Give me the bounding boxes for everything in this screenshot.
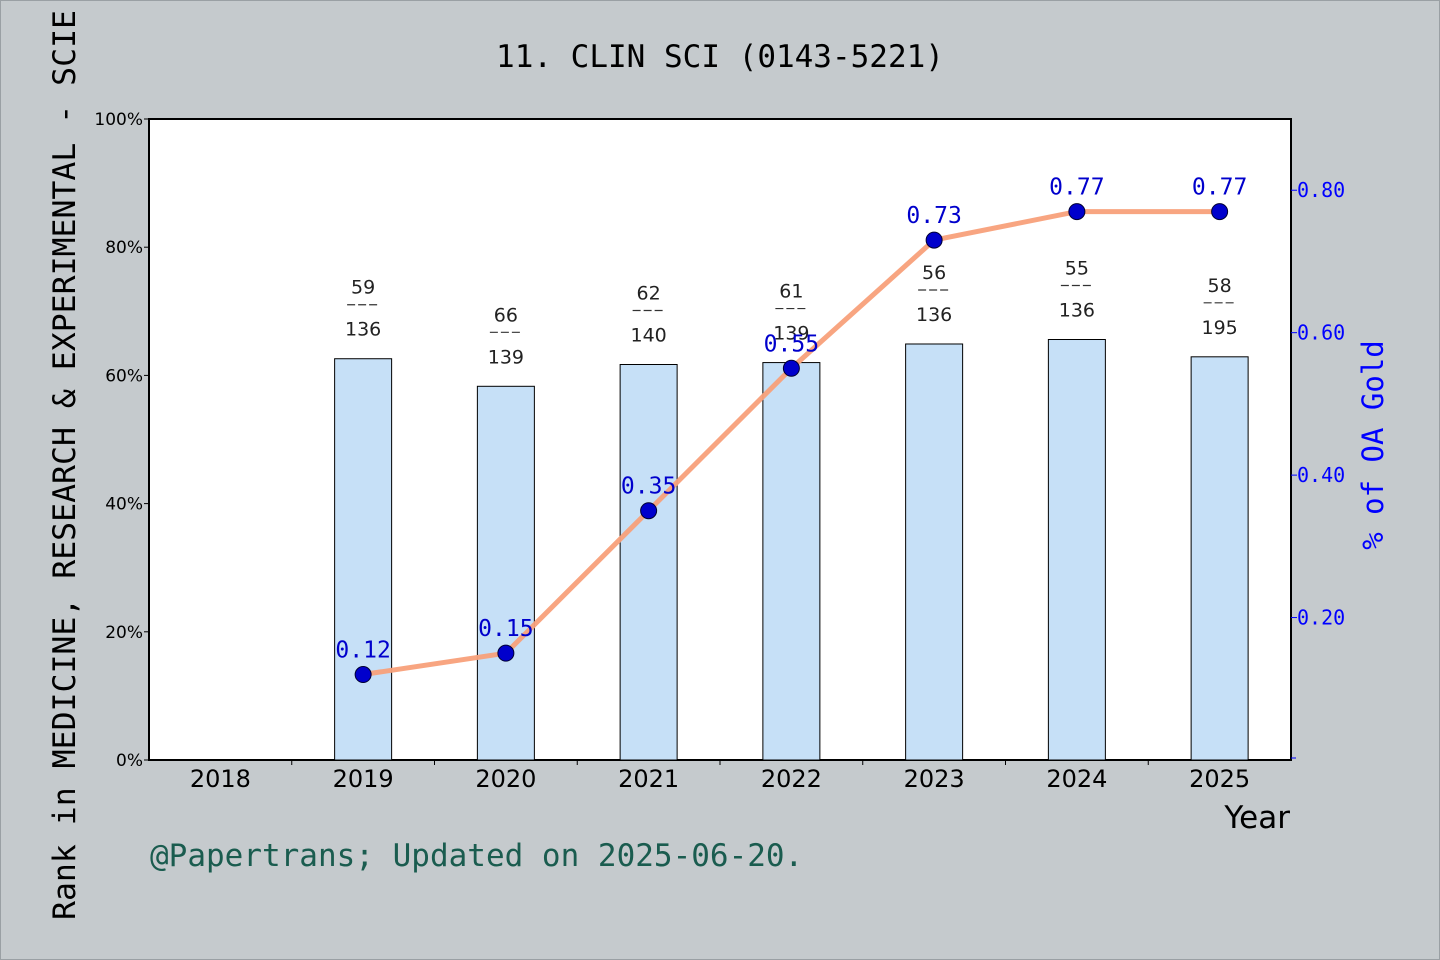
bar-2025 bbox=[1190, 356, 1249, 761]
bar-total-label: 139 bbox=[773, 323, 809, 345]
right-y-tick-label: 0.20 bbox=[1297, 606, 1345, 630]
oa-gold-value-label: 0.35 bbox=[621, 474, 676, 500]
right-y-tick-label: 0.80 bbox=[1297, 178, 1345, 202]
bar-2023 bbox=[905, 343, 964, 761]
x-tick-label: 2018 bbox=[190, 765, 251, 793]
x-tick-label: 2024 bbox=[1046, 765, 1107, 793]
left-y-tick-label: 60% bbox=[105, 366, 143, 386]
x-tick-label: 2019 bbox=[333, 765, 394, 793]
bar-rank-label: 56 bbox=[922, 262, 946, 284]
x-tick-label: 2021 bbox=[618, 765, 679, 793]
left-y-tick-label: 40% bbox=[105, 495, 143, 515]
bar-total-label: 136 bbox=[345, 319, 381, 341]
left-y-axis: 0% 20% 40% 60% 80% 100% bbox=[94, 110, 149, 771]
bar-total-label: 195 bbox=[1201, 317, 1237, 339]
bar-rank-label: 66 bbox=[494, 304, 518, 326]
oa-gold-point-2020 bbox=[497, 644, 515, 662]
right-y-tick-label: 0.40 bbox=[1297, 463, 1345, 487]
oa-gold-point-2023 bbox=[925, 231, 943, 249]
bar-series bbox=[334, 339, 1249, 761]
oa-gold-value-label: 0.77 bbox=[1192, 175, 1247, 201]
bar-rank-label: 55 bbox=[1065, 258, 1089, 280]
bar-total-label: 140 bbox=[630, 325, 666, 347]
left-y-tick-label: 20% bbox=[105, 623, 143, 643]
bar-rank-label: 59 bbox=[351, 277, 375, 299]
oa-gold-point-2022 bbox=[782, 359, 800, 377]
bar-rank-label: 61 bbox=[779, 281, 803, 303]
oa-gold-series: 0.12 0.15 0.35 0.55 0.73 0.77 0.77 bbox=[335, 175, 1247, 684]
oa-gold-value-label: 0.12 bbox=[335, 638, 390, 664]
x-axis: 2018 2019 2020 2021 2022 2023 2024 2025 bbox=[190, 760, 1250, 793]
x-tick-label: 2025 bbox=[1189, 765, 1250, 793]
oa-gold-point-2024 bbox=[1068, 203, 1086, 221]
right-y-tick-label: 0.60 bbox=[1297, 321, 1345, 345]
bar-rank-label: 62 bbox=[637, 283, 661, 305]
oa-gold-point-2021 bbox=[640, 502, 658, 520]
chart-title: 11. CLIN SCI (0143-5221) bbox=[496, 39, 944, 75]
oa-gold-point-2019 bbox=[354, 666, 372, 684]
oa-gold-value-label: 0.77 bbox=[1049, 175, 1104, 201]
left-y-axis-title: Rank in MEDICINE, RESEARCH & EXPERIMENTA… bbox=[47, 10, 83, 920]
bar-2019 bbox=[334, 358, 393, 761]
left-y-tick-label: 0% bbox=[116, 751, 143, 771]
bar-rank-label: 58 bbox=[1208, 275, 1232, 297]
bar-total-label: 139 bbox=[488, 346, 524, 368]
bar-2021 bbox=[619, 364, 678, 761]
bar-total-label: 136 bbox=[916, 304, 952, 326]
right-y-axis-title: % of OA Gold bbox=[1356, 340, 1390, 550]
oa-gold-point-2025 bbox=[1211, 203, 1229, 221]
x-tick-label: 2023 bbox=[904, 765, 965, 793]
x-axis-title: Year bbox=[1223, 800, 1290, 836]
oa-gold-value-label: 0.55 bbox=[764, 331, 819, 357]
x-tick-label: 2020 bbox=[475, 765, 536, 793]
left-y-tick-label: 80% bbox=[105, 238, 143, 258]
x-tick-label: 2022 bbox=[761, 765, 822, 793]
footer-note: @Papertrans; Updated on 2025-06-20. bbox=[150, 838, 803, 874]
bar-2020 bbox=[476, 385, 535, 761]
bar-2022 bbox=[762, 362, 821, 761]
bar-2024 bbox=[1047, 339, 1106, 761]
bar-rank-labels: 59 136 66 139 62 140 61 139 56 136 55 136 58 195 bbox=[345, 258, 1238, 369]
oa-gold-value-label: 0.15 bbox=[478, 616, 533, 642]
left-y-tick-label: 100% bbox=[94, 110, 143, 130]
right-y-axis: 0.20 0.40 0.60 0.80 bbox=[1291, 178, 1345, 759]
oa-gold-value-label: 0.73 bbox=[906, 203, 961, 229]
bar-total-label: 136 bbox=[1059, 300, 1095, 322]
